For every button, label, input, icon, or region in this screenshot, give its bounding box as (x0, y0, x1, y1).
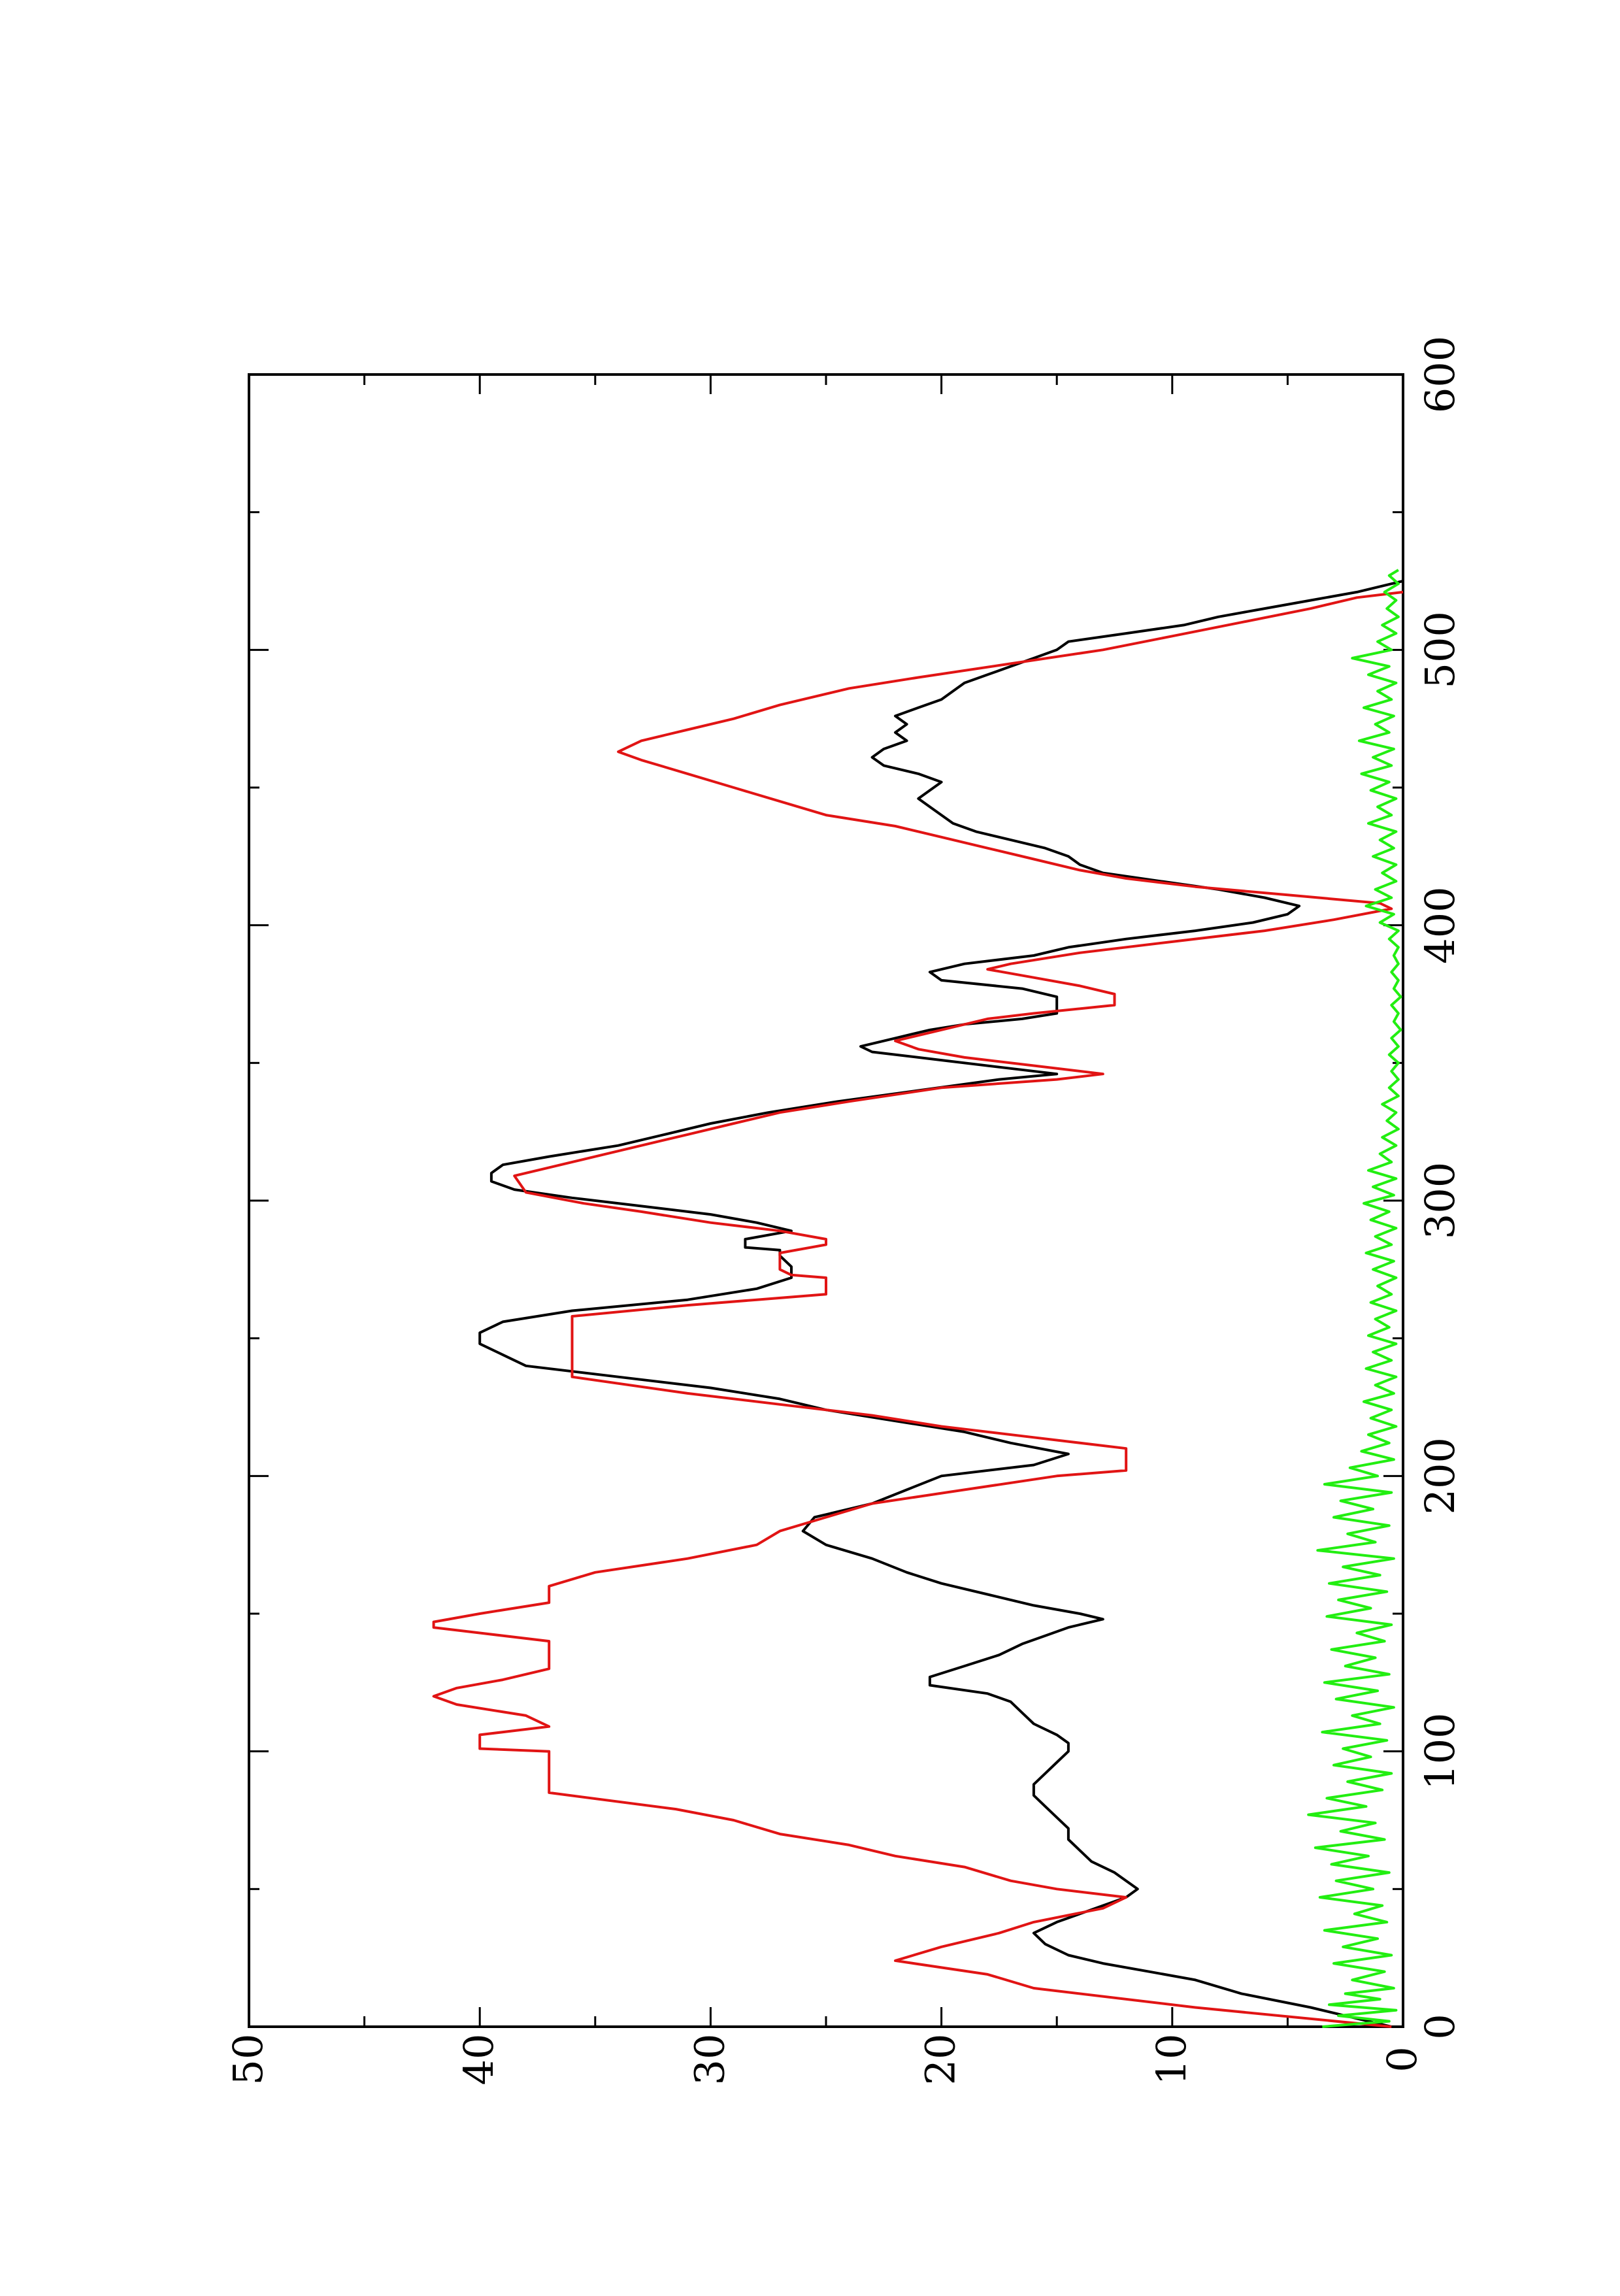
x-tick-label: 400 (1416, 886, 1464, 963)
plot-frame (248, 373, 1404, 2028)
series-line-red (432, 590, 1404, 2028)
x-tick-label: 200 (1416, 1437, 1464, 1514)
series-layer (432, 569, 1404, 2028)
ticks-layer (248, 373, 1404, 2028)
x-tick-label: 500 (1416, 611, 1464, 688)
tick-labels-layer: 0 100 200 300 400 500 600 0 10 20 30 40 50 (224, 336, 1464, 2086)
y-tick-label: 0 (1378, 2046, 1426, 2072)
x-tick-label: 0 (1416, 2014, 1464, 2039)
y-tick-label: 40 (455, 2034, 503, 2086)
x-tick-label: 100 (1416, 1712, 1464, 1789)
series-line-green (1307, 569, 1402, 2028)
y-tick-label: 20 (917, 2034, 965, 2086)
x-tick-label: 300 (1416, 1162, 1464, 1239)
y-tick-label: 10 (1148, 2034, 1195, 2086)
series-line-black (478, 580, 1404, 2028)
x-tick-label: 600 (1416, 336, 1464, 413)
y-tick-label: 30 (686, 2034, 733, 2086)
y-tick-label: 50 (224, 2034, 272, 2086)
